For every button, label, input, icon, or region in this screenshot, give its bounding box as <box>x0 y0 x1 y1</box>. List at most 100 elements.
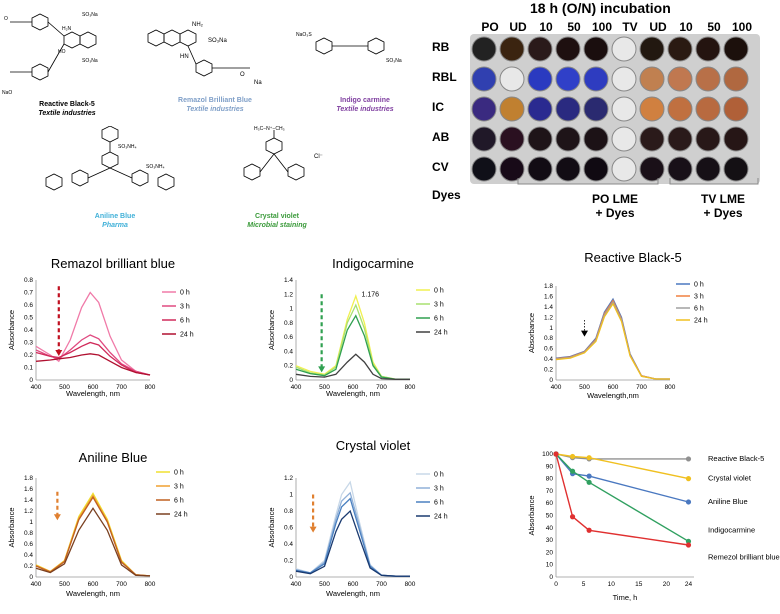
series-line <box>295 353 410 380</box>
x-axis-label: Wavelength, nm <box>66 389 120 398</box>
well <box>583 96 609 122</box>
series-line <box>35 334 151 376</box>
legend-label: 24 h <box>434 514 448 521</box>
x-tick-label: 24 <box>685 581 693 588</box>
series-line <box>295 509 410 577</box>
y-tick-label: 100 <box>542 451 553 458</box>
x-tick-label: 600 <box>348 384 359 391</box>
rbb-label-so3na: SO₃Na <box>208 38 227 44</box>
data-point <box>586 455 592 461</box>
x-tick-label: 5 <box>582 581 586 588</box>
well <box>667 126 693 152</box>
series-label: Reactive Black-5 <box>708 454 764 463</box>
chart-panel-3: Aniline Blue 400 500 600 700 800 0 0.2 0.4 0.6 0.8… <box>0 440 260 609</box>
y-tick-label: 1.6 <box>24 486 33 493</box>
well <box>527 66 553 92</box>
series-label: Indigocarmine <box>708 525 755 534</box>
y-tick-label: 0.2 <box>544 367 553 374</box>
chart-title: Crystal violet <box>336 438 411 453</box>
plate-col-header: TV <box>622 20 638 34</box>
well <box>723 156 749 182</box>
well <box>527 96 553 122</box>
plate-col-header: UD <box>509 20 527 34</box>
y-tick-label: 0.1 <box>24 365 33 372</box>
series-line <box>555 453 689 542</box>
chart-title: Remazol brilliant blue <box>51 256 175 271</box>
legend-label: 6 h <box>174 498 184 505</box>
well <box>527 36 553 62</box>
y-tick-label: 30 <box>546 537 554 544</box>
well <box>555 96 581 122</box>
x-tick-label: 500 <box>319 384 330 391</box>
chart-title: Indigocarmine <box>332 256 414 271</box>
well <box>695 126 721 152</box>
y-tick-label: 0.2 <box>284 363 293 370</box>
group2-line2: + Dyes <box>703 206 743 220</box>
data-point <box>685 499 692 505</box>
dye-name-remazol-brilliant-blue: Remazol Brilliant Blue <box>178 97 252 104</box>
y-tick-label: 0 <box>289 377 293 384</box>
plate-title: 18 h (O/N) incubation <box>530 0 671 16</box>
well <box>555 156 581 182</box>
legend-label: 6 h <box>694 306 704 313</box>
well <box>471 66 497 92</box>
reactive-black-5-structure: O NaO SO₃Na SO₃Na HO H₂N <box>2 12 98 96</box>
y-tick-label: 1.2 <box>544 314 553 321</box>
series-line <box>555 297 670 380</box>
well <box>471 96 497 122</box>
y-tick-label: 0.4 <box>24 327 33 334</box>
y-tick-label: 0.3 <box>24 340 33 347</box>
x-tick-label: 400 <box>31 384 42 391</box>
dye-name-crystal-violet: Crystal violet <box>255 213 299 220</box>
well <box>499 96 525 122</box>
x-tick-label: 700 <box>116 384 127 391</box>
legend-label: 0 h <box>434 472 444 479</box>
arrow-head <box>53 514 61 521</box>
well <box>723 96 749 122</box>
chart-svg-2: Reactive Black-5 400 500 600 700 800 0 0.2 0.4 0.… <box>527 250 708 400</box>
y-tick-label: 0 <box>29 574 33 581</box>
x-tick-label: 20 <box>663 581 671 588</box>
ic-label-left: NaO₃S <box>296 32 312 38</box>
group1-label: PO LME + Dyes <box>570 192 660 220</box>
well <box>695 66 721 92</box>
legend-label: 3 h <box>180 304 190 311</box>
y-tick-label: 0.6 <box>544 346 553 353</box>
data-point <box>586 473 592 479</box>
dye-use-aniline-blue: Pharma <box>102 222 128 229</box>
well <box>499 156 525 182</box>
ic-label-right: SO₃Na <box>386 58 402 64</box>
y-tick-label: 0.8 <box>544 335 553 342</box>
well <box>639 36 665 62</box>
chart-panel-1: Indigocarmine 400 500 600 700 800 0 0.2 0.4 0.6 0.… <box>260 252 520 412</box>
x-tick-label: 700 <box>116 581 127 588</box>
y-tick-label: 0.6 <box>284 334 293 341</box>
well <box>583 36 609 62</box>
indigo-carmine-structure: NaO₃S SO₃Na <box>296 32 402 64</box>
data-point <box>553 451 559 457</box>
x-tick-label: 700 <box>636 384 647 391</box>
y-axis-label: Absorbance <box>527 495 536 535</box>
plate-col-header: 50 <box>567 20 581 34</box>
x-tick-label: 15 <box>635 581 643 588</box>
y-tick-label: 0.4 <box>284 541 293 548</box>
well <box>639 66 665 92</box>
legend-label: 3 h <box>434 302 444 309</box>
series-line <box>295 303 410 380</box>
series-line <box>555 453 689 503</box>
data-point <box>586 527 592 533</box>
arrow-head <box>309 526 317 533</box>
y-tick-label: 70 <box>546 488 554 495</box>
y-tick-label: 0.6 <box>284 525 293 532</box>
dye-use-reactive-black-5: Textile industries <box>38 110 96 117</box>
dye-use-remazol-brilliant-blue: Textile industries <box>186 106 244 113</box>
rb-label-nao: NaO <box>2 90 12 96</box>
well <box>695 96 721 122</box>
well <box>527 126 553 152</box>
series-label: Aniline Blue <box>708 497 748 506</box>
plate-col-header: UD <box>649 20 667 34</box>
y-tick-label: 0 <box>29 377 33 384</box>
plate-col-header: PO <box>481 20 499 34</box>
chart-panel-4: Crystal violet 400 500 600 700 800 0 0.2 0.4 0.6 0… <box>260 438 520 609</box>
x-tick-label: 800 <box>145 384 156 391</box>
